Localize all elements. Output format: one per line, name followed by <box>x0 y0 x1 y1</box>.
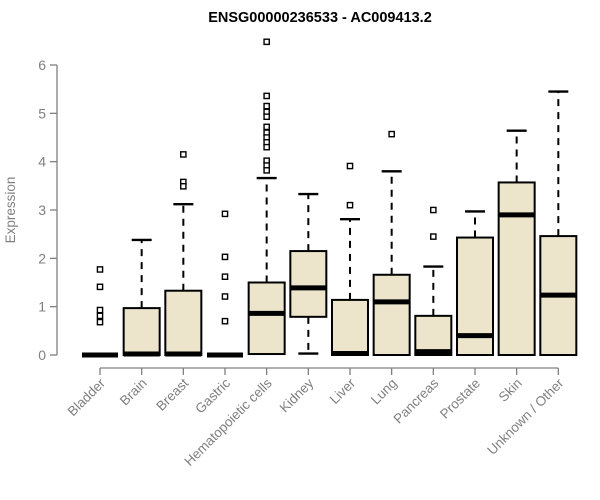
box-group <box>497 129 536 356</box>
y-tick-label: 1 <box>38 299 46 315</box>
x-tick-label: Brain <box>117 376 150 409</box>
outlier-point <box>221 273 229 281</box>
boxes <box>82 38 578 358</box>
outlier-point <box>388 130 395 138</box>
outlier-point <box>96 318 104 326</box>
box-group <box>539 90 578 356</box>
y-tick-label: 4 <box>38 154 46 170</box>
box-group <box>247 38 286 356</box>
y-tick-label: 2 <box>38 250 46 266</box>
outlier-point <box>263 143 270 151</box>
outlier-point <box>263 38 270 46</box>
outlier-point <box>430 233 437 240</box>
x-tick-label: Pancreas <box>391 375 442 426</box>
box-group <box>206 210 243 358</box>
iqr-box <box>372 273 411 356</box>
y-axis-label: Expression <box>3 177 18 244</box>
iqr-box <box>164 289 203 356</box>
chart-title: ENSG00000236533 - AC009413.2 <box>208 10 432 26</box>
outlier-point <box>96 266 104 273</box>
iqr-box <box>122 307 161 357</box>
outlier-point <box>221 253 229 261</box>
outlier-point <box>96 283 104 291</box>
box-group <box>164 151 203 357</box>
box-group <box>455 210 494 356</box>
y-tick-label: 3 <box>38 202 46 218</box>
box-group <box>122 238 161 357</box>
y-tick-label: 5 <box>38 105 46 121</box>
outlier-point <box>221 317 229 325</box>
x-tick-label: Unknown / Other <box>484 375 567 458</box>
outlier-point <box>430 206 437 214</box>
y-tick-label: 6 <box>38 57 46 73</box>
outlier-point <box>263 113 270 121</box>
box-group <box>82 266 118 358</box>
box-group <box>372 130 411 356</box>
outlier-point <box>263 92 270 100</box>
y-tick-label: 0 <box>38 347 46 363</box>
x-tick-label: Kidney <box>277 375 317 415</box>
outlier-point <box>263 167 270 174</box>
x-tick-label: Skin <box>496 376 525 405</box>
iqr-box <box>330 298 369 357</box>
x-tick-label: Liver <box>327 375 359 407</box>
iqr-box <box>497 181 536 356</box>
outlier-point <box>96 312 104 320</box>
x-tick-label: Lung <box>368 376 400 408</box>
iqr-box <box>289 250 328 318</box>
box-group <box>330 162 369 357</box>
outlier-point <box>221 210 229 218</box>
outlier-point <box>346 201 354 209</box>
iqr-box <box>247 281 286 356</box>
outlier-point <box>180 151 187 158</box>
outlier-point <box>263 123 270 131</box>
outlier-point <box>263 102 270 110</box>
outlier-point <box>346 162 354 170</box>
outlier-point <box>221 293 229 300</box>
outlier-point <box>180 183 187 190</box>
x-tick-label: Gastric <box>192 375 233 416</box>
box-group <box>414 206 453 357</box>
x-tick-label: Breast <box>153 375 191 413</box>
box-group <box>289 192 328 355</box>
x-tick-label: Prostate <box>437 376 483 422</box>
iqr-box <box>414 314 453 357</box>
outlier-point <box>96 306 104 314</box>
x-tick-label: Bladder <box>65 375 109 419</box>
